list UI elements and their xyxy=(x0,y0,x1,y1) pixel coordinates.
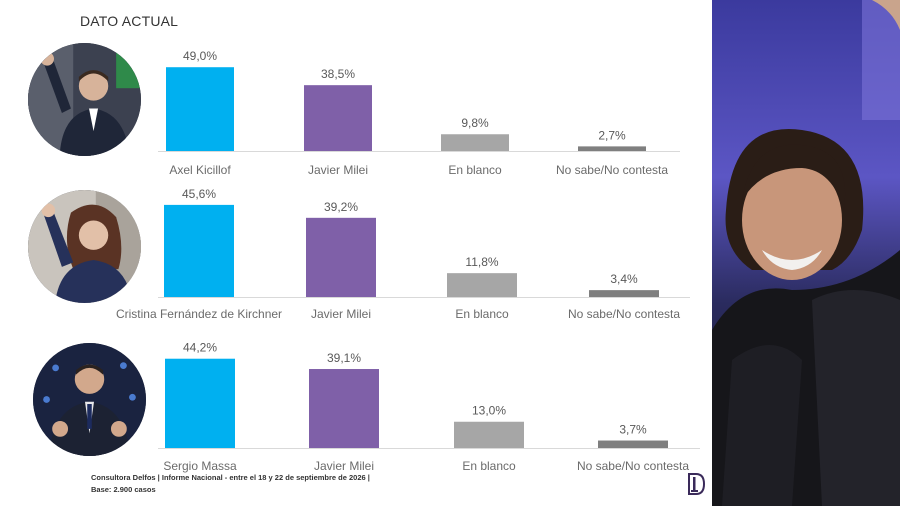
chart-0-bar-0 xyxy=(166,67,234,151)
chart-1-category-label-1: Javier Milei xyxy=(311,307,371,321)
chart-1-data-label-0: 45,6% xyxy=(182,187,216,201)
chart-1-bar-2 xyxy=(447,273,517,297)
chart-1-category-label-2: En blanco xyxy=(455,307,509,321)
chart-0-data-label-1: 38,5% xyxy=(321,67,355,81)
chart-2-data-label-3: 3,7% xyxy=(619,423,647,437)
chart-0-bar-3 xyxy=(578,146,646,151)
chart-0-bar-2 xyxy=(441,134,509,151)
chart-0-data-label-3: 2,7% xyxy=(598,128,626,142)
chart-1-category-label-0: Cristina Fernández de Kirchner xyxy=(116,307,282,321)
chart-2-bar-1 xyxy=(309,369,379,448)
footer-source-line1: Consultora Delfos | Informe Nacional - e… xyxy=(91,473,370,482)
chart-0-category-label-0: Axel Kicillof xyxy=(169,163,231,177)
chart-massa: 44,2% Sergio Massa 39,1% Javier Milei 13,0% E… xyxy=(158,341,700,473)
chart-0-data-label-2: 9,8% xyxy=(461,116,489,130)
chart-1-bar-3 xyxy=(589,290,659,297)
chart-0-category-label-1: Javier Milei xyxy=(308,163,368,177)
chart-1-bar-0 xyxy=(164,204,234,297)
chart-area: 49,0% Axel Kicillof 38,5% Javier Milei 9,8% E… xyxy=(116,49,700,473)
chart-1-data-label-2: 11,8% xyxy=(465,255,498,269)
chart-2-data-label-1: 39,1% xyxy=(327,351,361,365)
chart-1-category-label-3: No sabe/No contesta xyxy=(568,307,680,321)
chart-2-category-label-1: Javier Milei xyxy=(314,459,374,473)
chart-1-bar-1 xyxy=(306,217,376,297)
chart-kicillof: 49,0% Axel Kicillof 38,5% Javier Milei 9,8% E… xyxy=(158,49,680,177)
chart-2-data-label-2: 13,0% xyxy=(472,404,506,418)
chart-cfk: 45,6% Cristina Fernández de Kirchner 39,2%… xyxy=(116,187,690,321)
chart-2-bar-3 xyxy=(598,440,668,448)
footer-source-line2: Base: 2.900 casos xyxy=(91,485,156,494)
chart-0-category-label-3: No sabe/No contesta xyxy=(556,163,668,177)
avatar-massa xyxy=(33,343,146,456)
chart-0-category-label-2: En blanco xyxy=(448,163,502,177)
avatar-kicillof xyxy=(28,43,141,156)
chart-0-bar-1 xyxy=(304,85,372,151)
chart-2-category-label-0: Sergio Massa xyxy=(163,459,237,473)
page-title: DATO ACTUAL xyxy=(80,13,179,29)
side-photo xyxy=(712,0,900,506)
footer-source: Consultora Delfos | Informe Nacional - e… xyxy=(91,472,370,496)
chart-2-bar-0 xyxy=(165,358,235,448)
chart-2-category-label-2: En blanco xyxy=(462,459,516,473)
chart-1-data-label-1: 39,2% xyxy=(324,200,358,214)
chart-2-category-label-3: No sabe/No contesta xyxy=(577,459,689,473)
chart-2-data-label-0: 44,2% xyxy=(183,341,217,355)
chart-2-bar-2 xyxy=(454,421,524,448)
chart-1-data-label-3: 3,4% xyxy=(610,272,638,286)
chart-0-data-label-0: 49,0% xyxy=(183,49,217,63)
delfos-logo-icon xyxy=(686,472,706,496)
